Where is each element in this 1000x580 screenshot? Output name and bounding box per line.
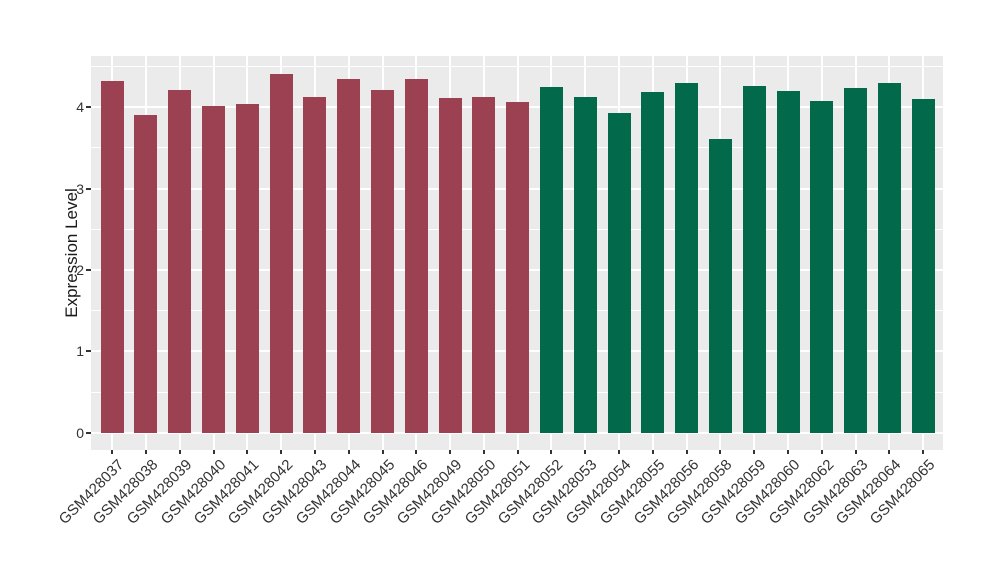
- y-tick-label: 0: [76, 424, 84, 441]
- y-tick-mark: [86, 106, 91, 109]
- x-tick-mark: [313, 450, 316, 454]
- y-tick-label: 2: [76, 261, 84, 278]
- bar: [742, 85, 766, 433]
- bar: [303, 96, 327, 433]
- bar: [810, 101, 834, 433]
- bar: [202, 106, 226, 433]
- bar: [776, 90, 800, 433]
- x-tick-mark: [685, 450, 688, 454]
- y-tick-mark: [86, 431, 91, 434]
- bar: [911, 98, 935, 433]
- x-tick-mark: [922, 450, 925, 454]
- bar: [134, 115, 158, 433]
- x-tick-mark: [584, 450, 587, 454]
- x-tick-mark: [347, 450, 350, 454]
- x-tick-mark: [516, 450, 519, 454]
- plot-panel: [91, 56, 943, 450]
- bar: [539, 86, 563, 433]
- x-tick-mark: [820, 450, 823, 454]
- x-tick-mark: [753, 450, 756, 454]
- bar: [472, 97, 496, 433]
- x-tick-mark: [246, 450, 249, 454]
- x-tick-mark: [888, 450, 891, 454]
- bar: [607, 112, 631, 433]
- x-tick-mark: [381, 450, 384, 454]
- y-tick-mark: [86, 268, 91, 271]
- bar: [235, 103, 259, 433]
- bar: [269, 73, 293, 433]
- y-tick-mark: [86, 187, 91, 190]
- x-tick-mark: [719, 450, 722, 454]
- x-tick-mark: [618, 450, 621, 454]
- x-tick-mark: [111, 450, 114, 454]
- y-tick-label: 1: [76, 343, 84, 360]
- y-tick-label: 4: [76, 99, 84, 116]
- bar: [844, 88, 868, 433]
- x-tick-mark: [212, 450, 215, 454]
- bar: [877, 82, 901, 433]
- bar: [404, 79, 428, 433]
- y-tick-mark: [86, 350, 91, 353]
- x-tick-mark: [144, 450, 147, 454]
- bar: [506, 102, 530, 433]
- bar: [100, 81, 124, 433]
- bar: [337, 79, 361, 433]
- x-tick-mark: [280, 450, 283, 454]
- bar: [573, 97, 597, 433]
- x-tick-mark: [482, 450, 485, 454]
- bar: [168, 90, 192, 433]
- x-tick-mark: [178, 450, 181, 454]
- x-tick-mark: [787, 450, 789, 454]
- y-tick-label: 3: [76, 180, 84, 197]
- x-tick-mark: [449, 450, 452, 454]
- x-tick-mark: [651, 450, 654, 454]
- bar: [708, 138, 732, 433]
- x-tick-mark: [415, 450, 418, 454]
- bar: [438, 98, 462, 433]
- x-tick-mark: [550, 450, 553, 454]
- bar: [641, 92, 665, 433]
- bar: [675, 82, 699, 433]
- bar: [371, 90, 395, 433]
- x-tick-mark: [854, 450, 857, 454]
